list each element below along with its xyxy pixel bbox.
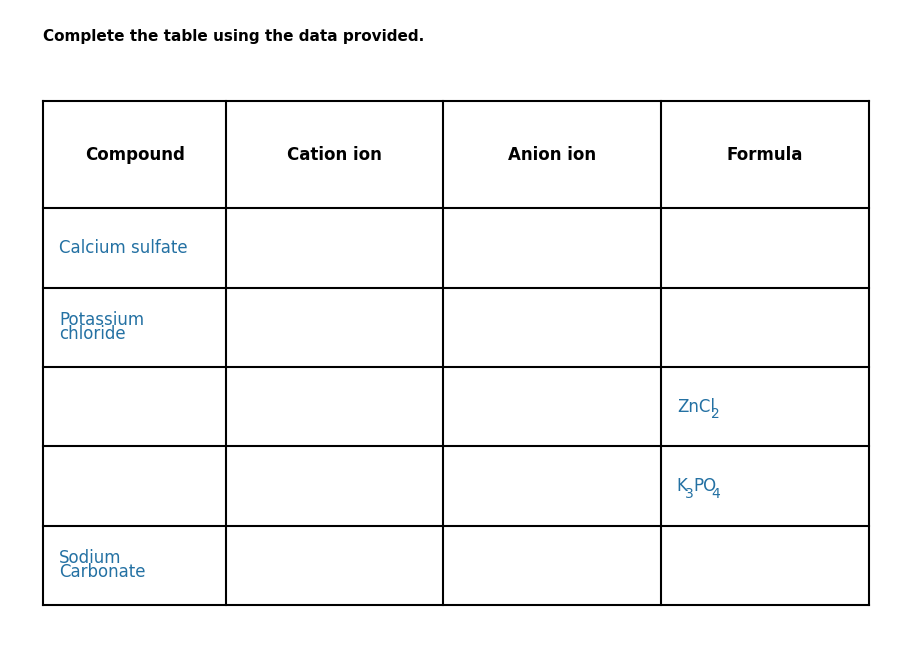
Text: K: K — [677, 477, 688, 495]
Text: Sodium: Sodium — [59, 549, 122, 567]
Text: 3: 3 — [685, 487, 694, 501]
Text: PO: PO — [693, 477, 717, 495]
Text: 4: 4 — [711, 487, 720, 501]
Text: Anion ion: Anion ion — [508, 146, 596, 164]
Text: Potassium: Potassium — [59, 311, 145, 329]
Text: Calcium sulfate: Calcium sulfate — [59, 239, 188, 257]
Text: Formula: Formula — [726, 146, 803, 164]
Text: Complete the table using the data provided.: Complete the table using the data provid… — [43, 29, 425, 44]
Text: Carbonate: Carbonate — [59, 564, 145, 581]
Text: Cation ion: Cation ion — [287, 146, 383, 164]
Text: 2: 2 — [711, 407, 719, 421]
Text: Compound: Compound — [84, 146, 185, 164]
Text: ZnCl: ZnCl — [677, 398, 715, 416]
Text: chloride: chloride — [59, 326, 126, 343]
